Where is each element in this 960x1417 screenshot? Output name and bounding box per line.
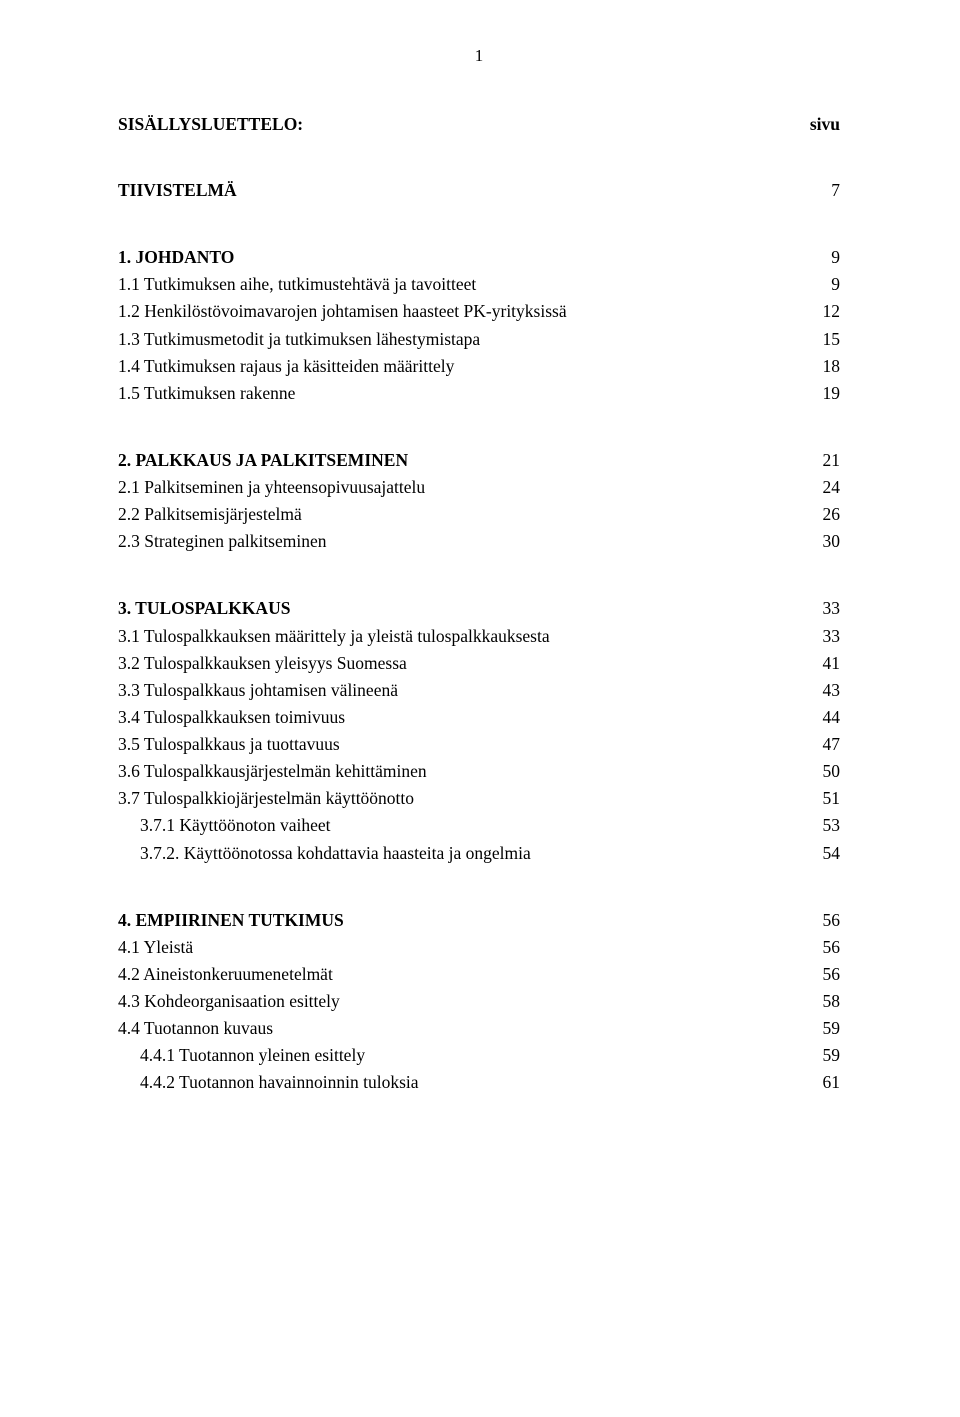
toc-entry-label: 4.2 Aineistonkeruumenetelmät <box>118 961 333 988</box>
toc-entry-label: 1. JOHDANTO <box>118 244 234 271</box>
toc-entry-page: 26 <box>810 501 840 528</box>
toc-entry-label: 1.3 Tutkimusmetodit ja tutkimuksen lähes… <box>118 326 480 353</box>
toc-entry-page: 54 <box>810 840 840 867</box>
toc-entry-page: 9 <box>810 244 840 271</box>
toc-entry: 1.2 Henkilöstövoimavarojen johtamisen ha… <box>118 298 840 325</box>
toc-entry-page: 21 <box>810 447 840 474</box>
toc-entry-label: 2.3 Strateginen palkitseminen <box>118 528 327 555</box>
toc-section-head: 3. TULOSPALKKAUS 33 <box>118 595 840 622</box>
toc-entry-label: 4.3 Kohdeorganisaation esittely <box>118 988 340 1015</box>
toc-subentry: 3.7.1 Käyttöönoton vaiheet 53 <box>118 812 840 839</box>
toc-entry-page: 59 <box>810 1042 840 1069</box>
toc-entry-label: 4.4.1 Tuotannon yleinen esittely <box>140 1042 365 1069</box>
toc-subentry: 4.4.2 Tuotannon havainnoinnin tuloksia 6… <box>118 1069 840 1096</box>
toc-entry: 3.6 Tulospalkkausjärjestelmän kehittämin… <box>118 758 840 785</box>
toc-entry-page: 53 <box>810 812 840 839</box>
toc-section-head: 1. JOHDANTO 9 <box>118 244 840 271</box>
toc-entry-label: 3.7.1 Käyttöönoton vaiheet <box>140 812 331 839</box>
toc-entry-page: 7 <box>810 177 840 204</box>
toc-entry: 3.5 Tulospalkkaus ja tuottavuus 47 <box>118 731 840 758</box>
toc-entry-page: 51 <box>810 785 840 812</box>
toc-entry: 3.7 Tulospalkkiojärjestelmän käyttöönott… <box>118 785 840 812</box>
toc-entry-label: 1.1 Tutkimuksen aihe, tutkimustehtävä ja… <box>118 271 476 298</box>
toc-entry: 1.3 Tutkimusmetodit ja tutkimuksen lähes… <box>118 326 840 353</box>
toc-entry-label: 3.4 Tulospalkkauksen toimivuus <box>118 704 345 731</box>
toc-entry-page: 9 <box>810 271 840 298</box>
toc-header-row: SISÄLLYSLUETTELO: sivu <box>118 114 840 135</box>
toc-entry-tiivistelma: TIIVISTELMÄ 7 <box>118 177 840 204</box>
toc-entry-label: 3. TULOSPALKKAUS <box>118 595 290 622</box>
toc-entry-label: TIIVISTELMÄ <box>118 177 237 204</box>
toc-entry-page: 19 <box>810 380 840 407</box>
toc-entry-label: 1.5 Tutkimuksen rakenne <box>118 380 295 407</box>
toc-entry-label: 4.1 Yleistä <box>118 934 193 961</box>
toc-entry: 2.3 Strateginen palkitseminen 30 <box>118 528 840 555</box>
toc-entry: 4.4 Tuotannon kuvaus 59 <box>118 1015 840 1042</box>
toc-entry-page: 33 <box>810 595 840 622</box>
toc-entry-label: 3.7 Tulospalkkiojärjestelmän käyttöönott… <box>118 785 414 812</box>
toc-entry-page: 43 <box>810 677 840 704</box>
toc-entry-page: 50 <box>810 758 840 785</box>
toc-entry-page: 47 <box>810 731 840 758</box>
toc-entry: 3.3 Tulospalkkaus johtamisen välineenä 4… <box>118 677 840 704</box>
toc-entry: 3.2 Tulospalkkauksen yleisyys Suomessa 4… <box>118 650 840 677</box>
toc-entry-label: 4. EMPIIRINEN TUTKIMUS <box>118 907 344 934</box>
toc-page-col-label: sivu <box>810 114 840 135</box>
toc-entry-label: 3.2 Tulospalkkauksen yleisyys Suomessa <box>118 650 407 677</box>
toc-entry-page: 41 <box>810 650 840 677</box>
toc-entry-label: 1.4 Tutkimuksen rajaus ja käsitteiden mä… <box>118 353 454 380</box>
toc-entry-label: 3.6 Tulospalkkausjärjestelmän kehittämin… <box>118 758 427 785</box>
toc-subentry: 4.4.1 Tuotannon yleinen esittely 59 <box>118 1042 840 1069</box>
toc-entry: 1.5 Tutkimuksen rakenne 19 <box>118 380 840 407</box>
toc-entry-page: 12 <box>810 298 840 325</box>
toc-title: SISÄLLYSLUETTELO: <box>118 114 303 135</box>
toc-entry: 3.4 Tulospalkkauksen toimivuus 44 <box>118 704 840 731</box>
toc-entry-page: 44 <box>810 704 840 731</box>
toc-entry-page: 30 <box>810 528 840 555</box>
page-number: 1 <box>118 46 840 66</box>
toc-entry: 1.1 Tutkimuksen aihe, tutkimustehtävä ja… <box>118 271 840 298</box>
toc-entry-label: 4.4 Tuotannon kuvaus <box>118 1015 273 1042</box>
toc-entry: 4.3 Kohdeorganisaation esittely 58 <box>118 988 840 1015</box>
toc-entry-page: 33 <box>810 623 840 650</box>
toc-entry: 4.2 Aineistonkeruumenetelmät 56 <box>118 961 840 988</box>
toc-entry-label: 2. PALKKAUS JA PALKITSEMINEN <box>118 447 408 474</box>
toc-entry-label: 2.2 Palkitsemisjärjestelmä <box>118 501 302 528</box>
toc-entry-page: 61 <box>810 1069 840 1096</box>
toc-entry-page: 24 <box>810 474 840 501</box>
toc-section-head: 2. PALKKAUS JA PALKITSEMINEN 21 <box>118 447 840 474</box>
toc-entry-page: 15 <box>810 326 840 353</box>
toc-entry-label: 1.2 Henkilöstövoimavarojen johtamisen ha… <box>118 298 567 325</box>
toc-entry: 4.1 Yleistä 56 <box>118 934 840 961</box>
toc-entry: 1.4 Tutkimuksen rajaus ja käsitteiden mä… <box>118 353 840 380</box>
toc-subentry: 3.7.2. Käyttöönotossa kohdattavia haaste… <box>118 840 840 867</box>
toc-section-head: 4. EMPIIRINEN TUTKIMUS 56 <box>118 907 840 934</box>
toc-entry-label: 3.5 Tulospalkkaus ja tuottavuus <box>118 731 340 758</box>
toc-entry-page: 56 <box>810 961 840 988</box>
toc-entry: 3.1 Tulospalkkauksen määrittely ja yleis… <box>118 623 840 650</box>
toc-entry: 2.2 Palkitsemisjärjestelmä 26 <box>118 501 840 528</box>
toc-entry-page: 59 <box>810 1015 840 1042</box>
toc-entry-page: 56 <box>810 907 840 934</box>
toc-entry-page: 56 <box>810 934 840 961</box>
toc-entry-page: 58 <box>810 988 840 1015</box>
toc-page: 1 SISÄLLYSLUETTELO: sivu TIIVISTELMÄ 7 1… <box>0 0 960 1197</box>
toc-entry-label: 4.4.2 Tuotannon havainnoinnin tuloksia <box>140 1069 419 1096</box>
toc-entry-label: 3.7.2. Käyttöönotossa kohdattavia haaste… <box>140 840 531 867</box>
toc-entry-label: 3.1 Tulospalkkauksen määrittely ja yleis… <box>118 623 550 650</box>
toc-entry-label: 2.1 Palkitseminen ja yhteensopivuusajatt… <box>118 474 425 501</box>
toc-entry-label: 3.3 Tulospalkkaus johtamisen välineenä <box>118 677 398 704</box>
toc-entry-page: 18 <box>810 353 840 380</box>
toc-entry: 2.1 Palkitseminen ja yhteensopivuusajatt… <box>118 474 840 501</box>
